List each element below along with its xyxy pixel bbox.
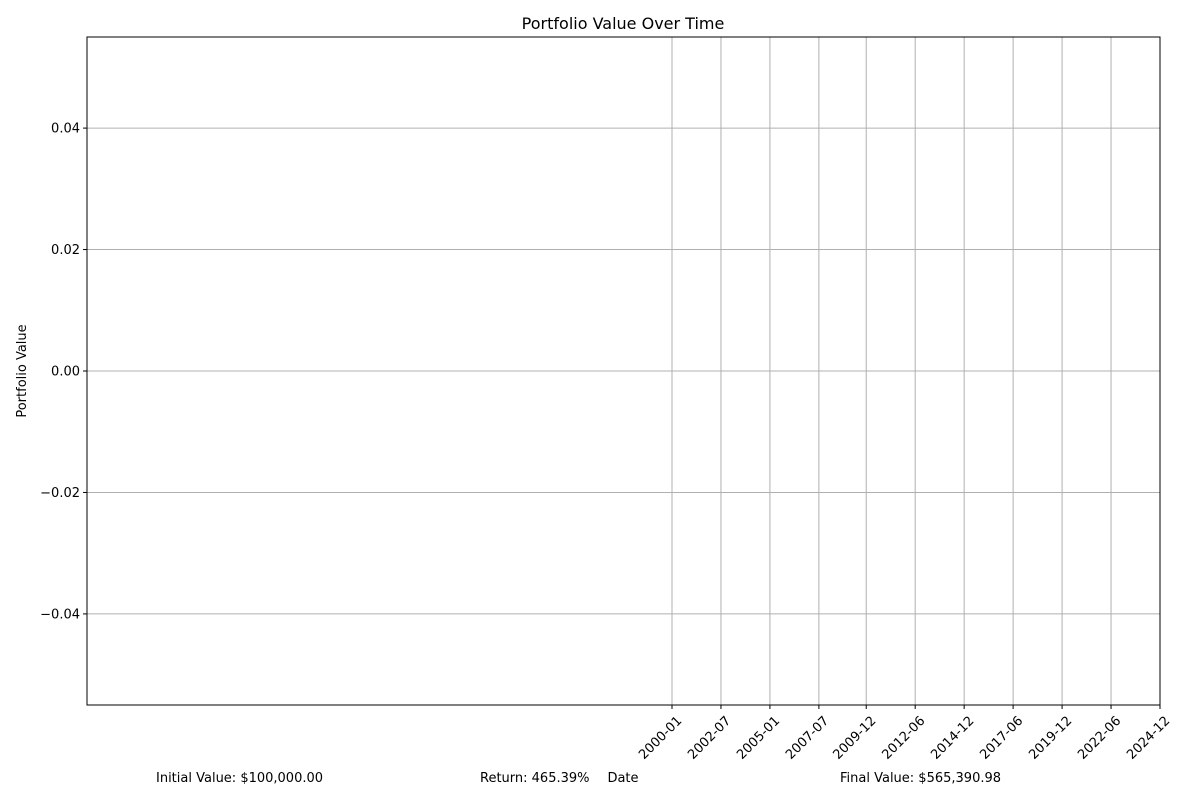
x-tick-label: 2007-07 <box>783 714 832 763</box>
final-value-text: Final Value: $565,390.98 <box>840 771 1002 786</box>
x-tick-label: 2022-06 <box>1075 714 1124 763</box>
grid-lines <box>87 37 1161 705</box>
x-tick-label: 2012-06 <box>879 714 928 763</box>
x-tick-label: 2019-12 <box>1026 714 1075 763</box>
initial-value-text: Initial Value: $100,000.00 <box>156 771 324 786</box>
y-axis-ticks: 0.04 0.02 0.00 −0.02 −0.04 <box>40 122 87 622</box>
chart-title: Portfolio Value Over Time <box>522 14 725 33</box>
y-tick-label: 0.04 <box>51 122 80 137</box>
x-tick-label: 2005-01 <box>734 714 783 763</box>
y-tick-label: −0.04 <box>40 607 80 622</box>
y-axis-label: Portfolio Value <box>15 324 30 417</box>
y-tick-label: 0.02 <box>51 243 80 258</box>
x-tick-label: 2024-12 <box>1124 714 1173 763</box>
x-tick-label: 2000-01 <box>636 714 685 763</box>
y-tick-label: −0.02 <box>40 486 80 501</box>
return-text: Return: 465.39% <box>480 771 590 786</box>
x-tick-label: 2009-12 <box>830 714 879 763</box>
x-axis-label: Date <box>607 771 638 786</box>
x-tick-label: 2017-06 <box>977 714 1026 763</box>
x-tick-label: 2002-07 <box>685 714 734 763</box>
x-tick-label: 2014-12 <box>928 714 977 763</box>
y-tick-label: 0.00 <box>51 365 80 380</box>
